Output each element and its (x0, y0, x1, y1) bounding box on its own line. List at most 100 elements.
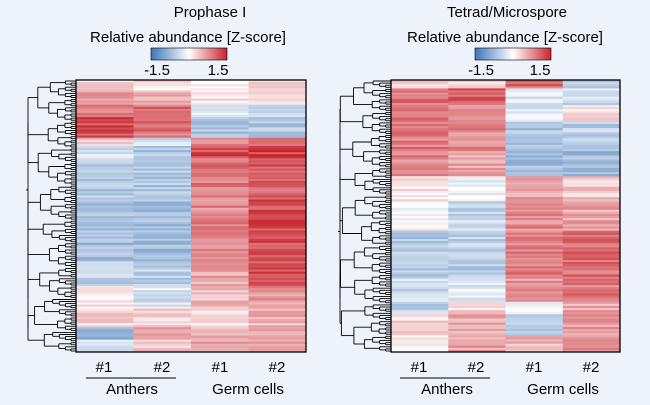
heatmap-cell (191, 232, 249, 236)
heatmap-cell (448, 132, 506, 135)
heatmap-cell (133, 253, 192, 256)
heatmap-cell (505, 243, 564, 246)
heatmap-cell (562, 322, 621, 326)
color-legend-bar (474, 47, 552, 61)
legend-min-label: -1.5 (144, 62, 170, 79)
heatmap-cell (191, 178, 249, 182)
heatmap-cell (76, 290, 134, 293)
heatmap-border (390, 79, 621, 353)
heatmap-cell (76, 195, 134, 198)
heatmap-cell (505, 287, 564, 290)
heatmap-cell (448, 100, 506, 104)
heatmap-cell (391, 155, 449, 158)
heatmap-cell (562, 157, 621, 161)
heatmap-cell (248, 321, 307, 324)
heatmap-cell (562, 232, 621, 236)
heatmap-cell (248, 257, 307, 260)
heatmap-cell (391, 257, 449, 261)
heatmap-cell (562, 209, 621, 213)
heatmap-cell (133, 329, 192, 332)
heatmap-cell (191, 329, 249, 332)
heatmap-cell (76, 236, 134, 240)
heatmap-cell (505, 165, 564, 169)
heatmap-cell (248, 329, 307, 332)
heatmap-cell (391, 105, 449, 108)
heatmap-cell (562, 303, 621, 307)
heatmap-cell (248, 168, 307, 172)
heatmap-cell (448, 314, 506, 317)
heatmap-cell (391, 347, 449, 351)
heatmap-cell (191, 183, 249, 186)
heatmap-cell (505, 169, 564, 173)
heatmap-cell (448, 270, 506, 273)
heatmap-cell (76, 160, 134, 163)
heatmap-cell (76, 82, 134, 85)
heatmap-cell (133, 205, 192, 209)
heatmap-cell (76, 84, 134, 87)
heatmap-cell (562, 224, 621, 227)
heatmap-cell (133, 141, 192, 145)
heatmap-cell (448, 349, 506, 353)
heatmap-cell (505, 312, 564, 315)
panel-prophase-i: Prophase I Relative abundance [Z-score] … (26, 4, 307, 398)
heatmap-cell (191, 263, 249, 266)
heatmap-cell (562, 331, 621, 334)
heatmap-cell (248, 86, 307, 89)
heatmap-cell (248, 119, 307, 122)
heatmap-cell (133, 292, 192, 295)
heatmap-cell (505, 199, 564, 202)
row-dendrogram (26, 80, 76, 352)
heatmap-cell (505, 155, 564, 158)
heatmap-cell (505, 282, 564, 286)
heatmap-cell (76, 110, 134, 114)
heatmap-cell (562, 289, 621, 292)
heatmap-cell (191, 327, 249, 330)
heatmap-cell (391, 149, 449, 152)
heatmap-cell (505, 159, 564, 163)
heatmap-cell (391, 153, 449, 156)
heatmap-cell (448, 280, 506, 284)
heatmap-cell (448, 107, 506, 110)
heatmap-cell (505, 326, 564, 330)
heatmap-cell (391, 165, 449, 169)
heatmap-cell (133, 319, 192, 322)
heatmap-cell (391, 180, 449, 184)
heatmap-cell (562, 234, 621, 238)
heatmap-cell (505, 80, 564, 83)
heatmap-cell (191, 300, 249, 304)
heatmap-cell (248, 236, 307, 240)
heatmap-cell (191, 137, 249, 141)
heatmap-cell (391, 301, 449, 305)
heatmap-cell (505, 222, 564, 225)
heatmap-cell (248, 108, 307, 112)
heatmap-cell (248, 209, 307, 213)
heatmap-cell (448, 245, 506, 248)
heatmap-cell (505, 121, 564, 125)
heatmap-cell (505, 174, 564, 177)
heatmap-cell (391, 98, 449, 102)
heatmap-cell (191, 106, 249, 110)
heatmap-cell (562, 172, 621, 175)
heatmap-cell (448, 230, 506, 234)
heatmap-cell (191, 203, 249, 207)
heatmap-cell (76, 168, 134, 172)
heatmap-cell (448, 228, 506, 232)
heatmap-cell (248, 102, 307, 106)
color-legend-bar (150, 47, 228, 61)
heatmap-cell (391, 262, 449, 265)
heatmap-cell (562, 153, 621, 156)
heatmap-cell (248, 213, 307, 217)
heatmap-cell (505, 333, 564, 336)
panel-tetrad-microspore: Tetrad/Microspore Relative abundance [Z-… (338, 4, 621, 398)
heatmap-cell (391, 161, 449, 165)
heatmap-cell (248, 333, 307, 337)
heatmap-cell (505, 126, 564, 129)
heatmap-cell (248, 308, 307, 312)
heatmap-cell (191, 296, 249, 299)
heatmap-cell (562, 247, 621, 250)
heatmap-cell (391, 199, 449, 202)
heatmap-cell (76, 199, 134, 203)
column-label: #2 (269, 359, 286, 376)
heatmap-cell (76, 292, 134, 295)
heatmap-cell (248, 201, 307, 205)
